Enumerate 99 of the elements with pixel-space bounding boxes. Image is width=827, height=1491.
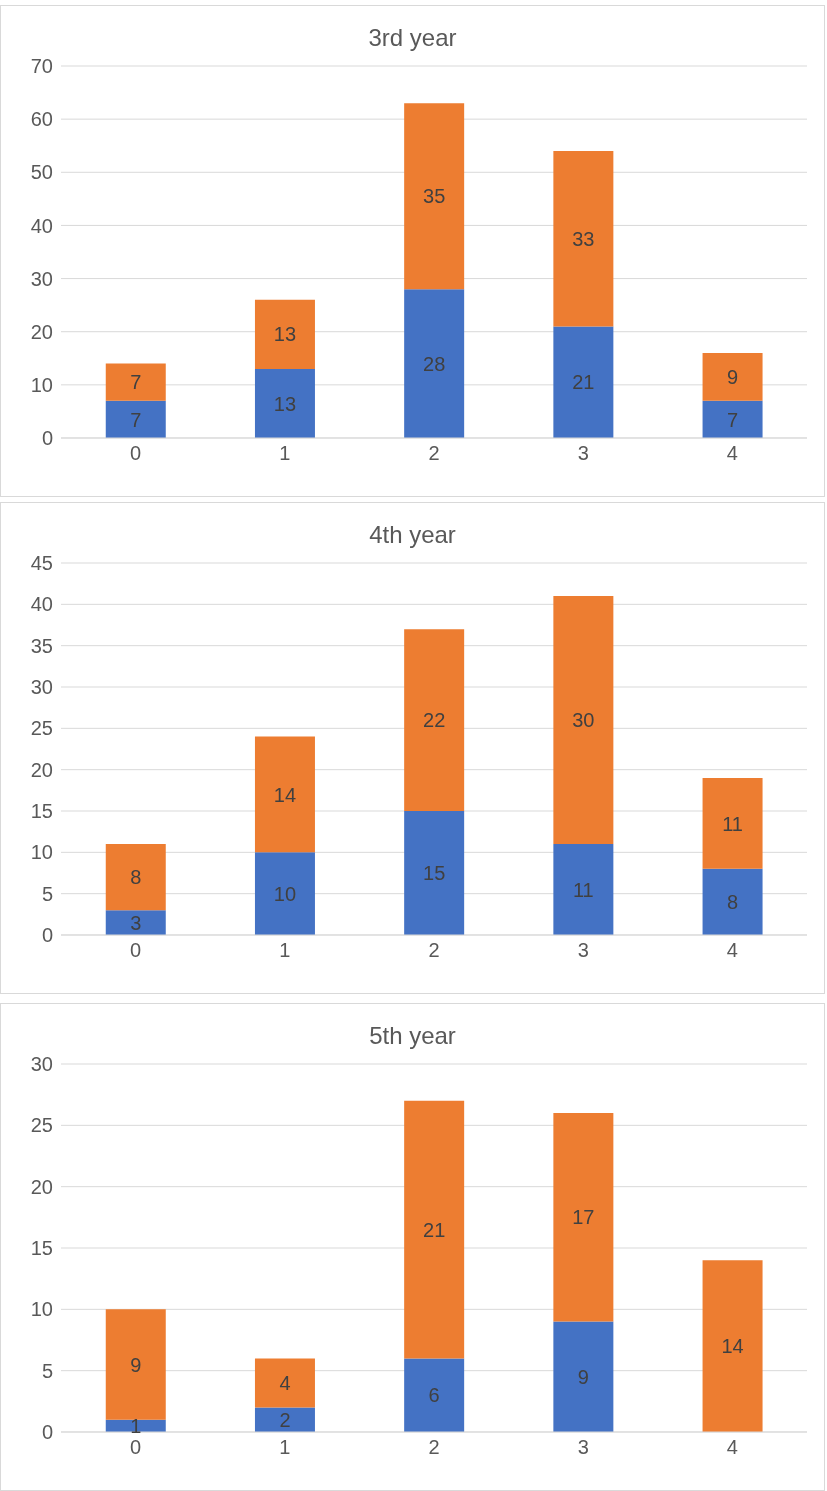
y-tick-label: 5 [41, 1359, 53, 1382]
y-tick-label: 0 [41, 427, 53, 450]
y-tick-label: 20 [30, 320, 53, 343]
y-tick-label: 40 [30, 593, 53, 616]
x-tick-label: 4 [726, 442, 738, 465]
data-label: 10 [273, 882, 297, 905]
y-tick-label: 70 [30, 55, 53, 78]
y-tick-label: 0 [41, 924, 53, 947]
data-label: 8 [727, 891, 739, 914]
x-tick-label: 0 [130, 1436, 142, 1459]
y-tick-label: 40 [30, 214, 53, 237]
bar [105, 363, 166, 401]
bar [553, 844, 614, 935]
bar [105, 400, 166, 438]
chart-title: 4th year [368, 521, 457, 548]
x-tick-label: 3 [577, 442, 589, 465]
x-tick-label: 3 [577, 939, 589, 962]
data-label: 3 [130, 911, 142, 934]
data-label: 13 [273, 323, 297, 346]
bar [254, 1407, 315, 1432]
bar [553, 1113, 614, 1322]
bar [254, 736, 315, 853]
y-tick-label: 20 [30, 758, 53, 781]
data-label: 2 [279, 1408, 291, 1431]
data-label: 30 [572, 709, 595, 732]
bar [254, 1358, 315, 1408]
y-tick-label: 25 [30, 717, 53, 740]
bar [404, 629, 465, 811]
bar [404, 103, 465, 290]
bar [702, 1260, 763, 1432]
data-label: 4 [279, 1372, 291, 1395]
data-label: 35 [423, 185, 446, 208]
bar [553, 151, 614, 327]
data-label: 7 [727, 408, 739, 431]
bar [105, 1309, 166, 1420]
bar [404, 1100, 465, 1359]
x-tick-label: 2 [428, 1436, 440, 1459]
bar [553, 326, 614, 438]
y-tick-label: 15 [30, 1237, 53, 1260]
y-tick-label: 50 [30, 161, 53, 184]
x-tick-label: 2 [428, 939, 440, 962]
bar [702, 868, 763, 935]
data-label: 21 [423, 1218, 446, 1241]
bar [254, 852, 315, 935]
data-label: 14 [273, 783, 297, 806]
bar [702, 400, 763, 438]
y-tick-label: 30 [30, 1053, 53, 1076]
data-label: 15 [423, 862, 446, 885]
y-tick-label: 30 [30, 267, 53, 290]
y-tick-label: 10 [30, 1298, 53, 1321]
chart-title: 5th year [368, 1022, 457, 1049]
data-label: 11 [722, 812, 743, 835]
x-tick-label: 4 [726, 1436, 738, 1459]
x-tick-label: 1 [279, 1436, 291, 1459]
bar [105, 910, 166, 935]
data-label: 6 [428, 1384, 440, 1407]
chart-title: 3rd year [367, 24, 458, 51]
y-tick-label: 10 [30, 373, 53, 396]
data-label: 7 [130, 371, 142, 394]
x-tick-label: 1 [279, 442, 291, 465]
x-tick-label: 1 [279, 939, 291, 962]
y-tick-label: 15 [30, 800, 53, 823]
data-label: 28 [423, 352, 446, 375]
y-tick-label: 60 [30, 108, 53, 131]
data-label: 9 [577, 1365, 589, 1388]
bar [404, 289, 465, 438]
bar [553, 1321, 614, 1432]
y-tick-label: 0 [41, 1421, 53, 1444]
y-tick-label: 25 [30, 1114, 53, 1137]
y-tick-label: 20 [30, 1175, 53, 1198]
bar [254, 299, 315, 369]
data-label: 7 [130, 408, 142, 431]
data-label: 14 [721, 1335, 744, 1358]
bar [702, 352, 763, 401]
x-tick-label: 3 [577, 1436, 589, 1459]
bar [105, 844, 166, 911]
bar [404, 1358, 465, 1432]
data-label: 33 [572, 227, 595, 250]
data-label: 9 [727, 365, 739, 388]
data-label: 17 [572, 1206, 595, 1229]
data-label: 22 [423, 709, 446, 732]
bar [553, 596, 614, 845]
data-label: 13 [273, 392, 297, 415]
y-tick-label: 30 [30, 676, 53, 699]
y-tick-label: 10 [30, 841, 53, 864]
y-tick-label: 45 [30, 552, 53, 575]
data-label: 21 [572, 371, 595, 394]
y-tick-label: 35 [30, 634, 53, 657]
x-tick-label: 4 [726, 939, 738, 962]
data-label: 11 [572, 878, 594, 901]
x-tick-label: 0 [130, 442, 142, 465]
y-tick-label: 5 [41, 882, 53, 905]
x-tick-label: 2 [428, 442, 440, 465]
data-label: 8 [130, 866, 142, 889]
data-label: 9 [130, 1353, 142, 1376]
bar [702, 777, 763, 869]
x-tick-label: 0 [130, 939, 142, 962]
bar [254, 368, 315, 438]
bar [404, 811, 465, 935]
